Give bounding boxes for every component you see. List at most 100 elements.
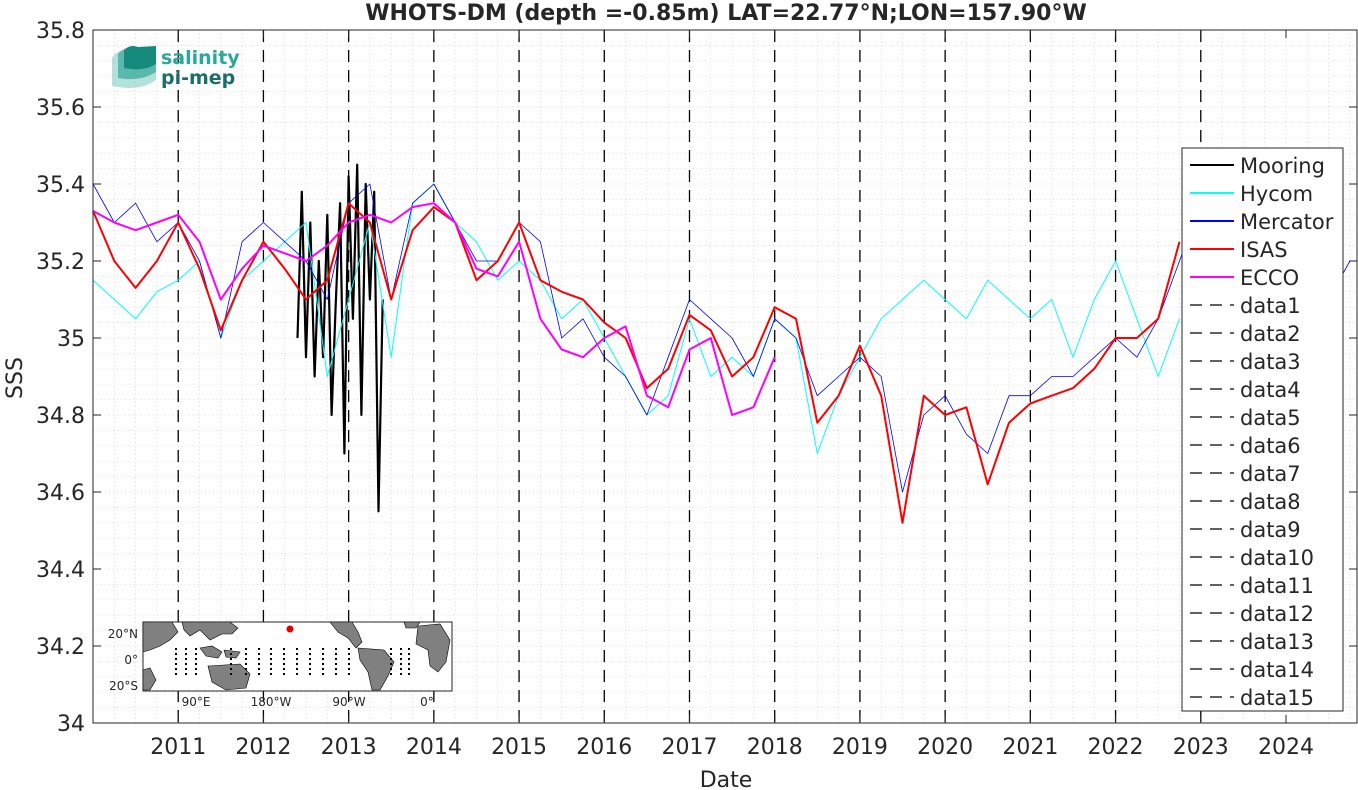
legend-label-mooring: Mooring <box>1240 154 1325 178</box>
inset-map-station-dot <box>283 653 285 655</box>
x-tick-label: 2015 <box>491 735 547 760</box>
inset-x-label-90w: 90°W <box>332 695 365 709</box>
inset-map-station-dot <box>408 653 410 655</box>
inset-map-station-dot <box>245 663 247 665</box>
inset-map: 20°N 0° 20°S 90°E 180°W 90°W 0° <box>108 621 453 709</box>
x-tick-label: 2023 <box>1173 735 1229 760</box>
inset-map-station-dot <box>296 648 298 650</box>
logo-text-salinity: salinity <box>161 47 240 69</box>
inset-map-station-dot <box>230 648 232 650</box>
inset-map-station-dot <box>309 668 311 670</box>
inset-map-station-dot <box>408 668 410 670</box>
inset-map-station-dot <box>348 673 350 675</box>
inset-x-label-180w: 180°W <box>251 695 292 709</box>
y-tick-label: 34.8 <box>36 404 85 429</box>
y-tick-label: 35 <box>57 327 85 352</box>
x-tick-label: 2024 <box>1258 735 1314 760</box>
x-tick-label: 2021 <box>1002 735 1058 760</box>
inset-map-station-dot <box>400 653 402 655</box>
legend-label-data11: data11 <box>1240 574 1314 598</box>
y-tick-label: 35.4 <box>36 173 85 198</box>
inset-map-station-dot <box>270 658 272 660</box>
inset-map-station-dot <box>322 673 324 675</box>
inset-map-station-dot <box>296 663 298 665</box>
legend-box <box>1181 147 1344 712</box>
y-tick-label: 34.4 <box>36 558 85 583</box>
inset-map-station-dot <box>322 653 324 655</box>
x-tick-label: 2011 <box>150 735 206 760</box>
inset-map-station-dot <box>322 668 324 670</box>
inset-map-station-dot <box>185 663 187 665</box>
inset-map-station-dot <box>175 668 177 670</box>
legend-label-data9: data9 <box>1240 518 1301 542</box>
legend-label-data4: data4 <box>1240 378 1301 402</box>
inset-map-station-dot <box>400 658 402 660</box>
y-tick-label: 34.2 <box>36 635 85 660</box>
inset-map-station-dot <box>270 668 272 670</box>
inset-map-station-dot <box>309 663 311 665</box>
legend-label-mercator: Mercator <box>1240 210 1334 234</box>
inset-map-station-dot <box>335 653 337 655</box>
legend-label-data3: data3 <box>1240 350 1301 374</box>
inset-map-station-dot <box>390 653 392 655</box>
inset-map-station-dot <box>258 663 260 665</box>
tick-layer: 34 34.2 34.4 34.6 34.8 35 35.2 35.4 35.6 35.8 2011… <box>36 19 1357 760</box>
x-tick-label: 2012 <box>235 735 291 760</box>
legend-label-data8: data8 <box>1240 490 1301 514</box>
inset-map-station-dot <box>185 653 187 655</box>
inset-map-station-dot <box>335 673 337 675</box>
inset-map-station-dot <box>335 663 337 665</box>
inset-map-station-dot <box>195 673 197 675</box>
grid-layer <box>92 29 1357 724</box>
inset-map-station-dot <box>400 668 402 670</box>
legend-label-data10: data10 <box>1240 546 1314 570</box>
inset-map-station-dot <box>245 668 247 670</box>
legend-label-data6: data6 <box>1240 434 1301 458</box>
x-axis-label: Date <box>700 768 753 790</box>
inset-map-station-dot <box>322 658 324 660</box>
inset-map-station-dot <box>390 663 392 665</box>
inset-map-station-dot <box>258 668 260 670</box>
legend-label-data14: data14 <box>1240 658 1314 682</box>
inset-map-station-dot <box>185 673 187 675</box>
inset-map-station-dot <box>195 668 197 670</box>
y-tick-label: 35.8 <box>36 19 85 44</box>
inset-map-station-dot <box>296 668 298 670</box>
x-tick-label: 2019 <box>832 735 888 760</box>
inset-map-station-dot <box>348 648 350 650</box>
inset-map-station-dot <box>175 658 177 660</box>
inset-map-station-dot <box>258 648 260 650</box>
inset-map-station-dot <box>348 668 350 670</box>
inset-map-station-dot <box>283 673 285 675</box>
inset-map-station-dot <box>270 673 272 675</box>
legend-label-data12: data12 <box>1240 602 1314 626</box>
inset-map-station-dot <box>296 653 298 655</box>
x-tick-label: 2022 <box>1088 735 1144 760</box>
inset-x-label-90e: 90°E <box>182 695 211 709</box>
inset-map-station-dot <box>258 673 260 675</box>
inset-map-station-dot <box>195 663 197 665</box>
inset-map-station-dot <box>309 658 311 660</box>
inset-map-station-dot <box>185 648 187 650</box>
inset-map-station-dot <box>245 673 247 675</box>
inset-map-land <box>142 621 451 691</box>
inset-map-station-dot <box>348 658 350 660</box>
inset-map-station-dot <box>296 673 298 675</box>
inset-map-station-dot <box>322 648 324 650</box>
inset-map-station-dot <box>335 658 337 660</box>
legend: Mooring Hycom Mercator ISAS ECCO data1 data2 da… <box>1181 147 1344 712</box>
inset-map-station-dot <box>283 658 285 660</box>
inset-map-station-dot <box>309 648 311 650</box>
inset-map-station-dot <box>348 663 350 665</box>
inset-map-station-dot <box>185 658 187 660</box>
inset-map-station-dot <box>408 648 410 650</box>
salinity-pimep-logo: salinity pi-mep <box>112 46 240 89</box>
inset-map-station-dot <box>175 663 177 665</box>
inset-map-station-dot <box>195 648 197 650</box>
inset-map-station-dot <box>270 663 272 665</box>
legend-label-data5: data5 <box>1240 406 1301 430</box>
legend-label-isas: ISAS <box>1240 238 1288 262</box>
inset-map-station-dot <box>195 653 197 655</box>
y-tick-label: 34 <box>57 712 85 737</box>
